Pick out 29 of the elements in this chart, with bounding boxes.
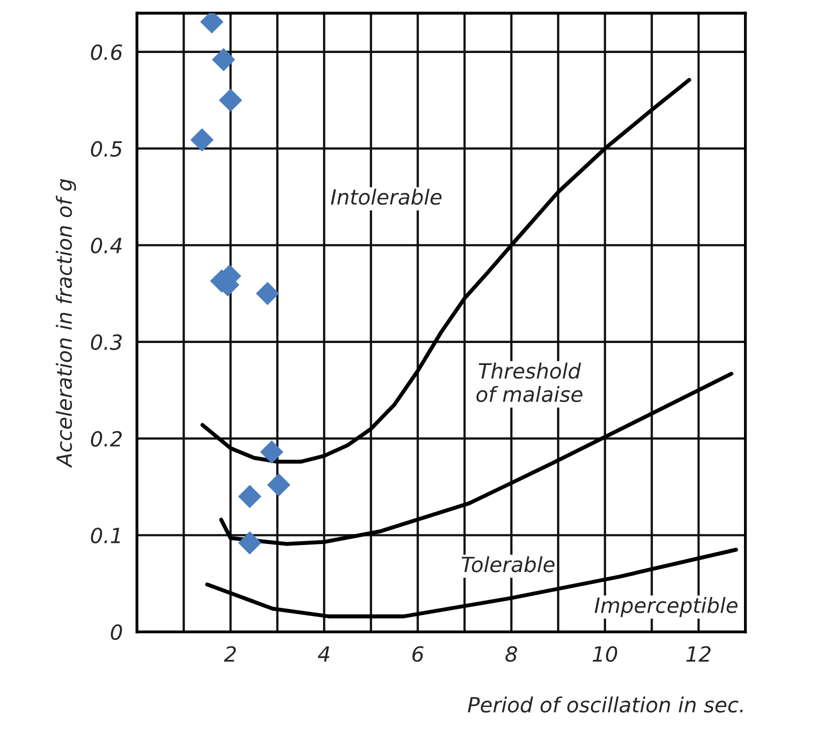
point	[256, 282, 280, 306]
annotation: Tolerable	[462, 556, 554, 572]
point	[218, 88, 242, 112]
y-tick-label: 0.4	[90, 238, 122, 254]
x-axis-title: Period of oscillation in sec.	[468, 696, 743, 713]
point	[260, 440, 284, 464]
x-tick-label: 4	[318, 646, 330, 662]
y-tick-label: 0.1	[90, 528, 120, 544]
point	[212, 48, 236, 72]
x-tick-label: 8	[505, 646, 518, 662]
x-tick-label: 6	[412, 646, 424, 662]
point	[238, 531, 262, 555]
y-axis-title: Acceleration in fraction of g	[56, 179, 76, 468]
annotation: Threshold of malaise	[476, 362, 582, 402]
annotation: Intolerable	[330, 188, 442, 205]
line-series	[200, 78, 692, 464]
y-tick-label: 0.3	[90, 334, 122, 350]
y-tick-label: 0.6	[90, 44, 122, 60]
point	[190, 128, 214, 152]
y-tick-label: 0.2	[90, 430, 122, 447]
line-series	[205, 548, 738, 618]
point	[238, 484, 262, 508]
annotation: Imperceptible	[594, 597, 738, 618]
x-tick-label: 12	[686, 646, 711, 662]
y-tick-label: 0.5	[90, 140, 122, 157]
x-tick-label: 2	[224, 646, 236, 662]
y-tick-label: 0	[110, 624, 122, 640]
x-tick-label: 10	[592, 646, 618, 662]
point	[267, 473, 290, 497]
